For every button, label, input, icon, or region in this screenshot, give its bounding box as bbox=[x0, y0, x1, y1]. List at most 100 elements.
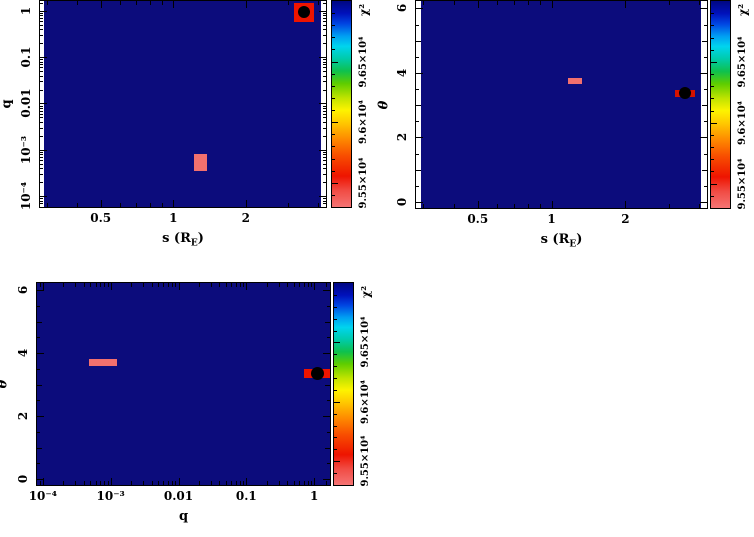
x-axis-tick bbox=[478, 201, 479, 208]
x-axis-tick bbox=[528, 204, 529, 208]
colorbar-tick bbox=[334, 319, 337, 320]
y-axis-tick bbox=[40, 21, 43, 22]
y-axis-tick bbox=[40, 64, 43, 65]
y-axis-tick bbox=[37, 463, 40, 464]
x-axis-tick bbox=[172, 283, 173, 287]
colorbar-tick bbox=[334, 331, 337, 332]
y-axis-tick bbox=[323, 43, 326, 44]
x-axis-tick bbox=[143, 283, 144, 287]
y-axis-tick-label: 1 bbox=[19, 6, 33, 16]
colorbar-tick bbox=[332, 13, 335, 14]
y-axis-tick bbox=[323, 15, 326, 16]
y-axis-tick bbox=[40, 182, 43, 183]
x-axis-tick bbox=[111, 478, 112, 485]
no-data-margin-right bbox=[701, 1, 707, 208]
x-axis-tick bbox=[625, 1, 626, 8]
x-axis-tick bbox=[168, 283, 169, 287]
colorbar-tick bbox=[711, 147, 714, 148]
x-axis-tick bbox=[136, 1, 137, 5]
x-axis-tick bbox=[243, 283, 244, 287]
x-axis-tick bbox=[669, 204, 670, 208]
y-axis-tick bbox=[704, 89, 707, 90]
x-axis-tick bbox=[158, 283, 159, 287]
y-axis-tick bbox=[40, 196, 47, 197]
no-data-margin-right bbox=[321, 1, 326, 207]
x-axis-tick bbox=[75, 481, 76, 485]
colorbar-tick-label: 9.55×10⁴ bbox=[737, 158, 748, 210]
y-axis-tick bbox=[416, 121, 419, 122]
y-axis-tick-label: 0 bbox=[16, 474, 30, 484]
x-axis-tick bbox=[236, 283, 237, 287]
x-axis-tick bbox=[514, 204, 515, 208]
colorbar-tick bbox=[711, 86, 714, 87]
y-axis-tick bbox=[37, 416, 44, 417]
y-axis-tick bbox=[40, 160, 43, 161]
x-axis-tick bbox=[552, 1, 553, 8]
y-axis-tick bbox=[323, 479, 330, 480]
y-axis-tick bbox=[37, 369, 40, 370]
colorbar-tick bbox=[711, 62, 717, 63]
y-axis-tick bbox=[40, 62, 43, 63]
colorbar-tick bbox=[332, 159, 335, 160]
y-axis-tick bbox=[323, 59, 326, 60]
x-axis-tick bbox=[299, 481, 300, 485]
y-axis-tick-label: 6 bbox=[16, 286, 30, 295]
x-axis-tick bbox=[75, 283, 76, 287]
y-axis-tick bbox=[40, 59, 43, 60]
y-axis-tick-label: 0.1 bbox=[19, 46, 33, 68]
y-axis-tick bbox=[40, 111, 43, 112]
x-axis-tick bbox=[304, 481, 305, 485]
y-axis-tick bbox=[416, 8, 423, 9]
y-axis-tick bbox=[325, 448, 330, 449]
x-axis-tick bbox=[143, 481, 144, 485]
x-axis-tick bbox=[168, 481, 169, 485]
x-axis-tick bbox=[311, 283, 312, 287]
y-axis-tick bbox=[323, 76, 326, 77]
y-axis-tick bbox=[325, 322, 330, 323]
y-axis-tick bbox=[327, 463, 330, 464]
colorbar-tick bbox=[334, 366, 337, 367]
x-axis-tick bbox=[231, 481, 232, 485]
y-axis-title: θ bbox=[0, 380, 11, 389]
x-axis-tick bbox=[96, 481, 97, 485]
y-axis-tick bbox=[37, 337, 40, 338]
no-data-margin-left bbox=[416, 1, 421, 208]
x-axis-tick bbox=[108, 481, 109, 485]
colorbar-tick bbox=[711, 25, 714, 26]
colorbar-tick bbox=[332, 49, 335, 50]
x-axis-tick bbox=[108, 283, 109, 287]
y-axis-tick bbox=[700, 202, 707, 203]
x-axis-tick bbox=[236, 481, 237, 485]
y-axis-tick bbox=[323, 160, 326, 161]
y-axis-tick-label: 4 bbox=[395, 68, 409, 78]
colorbar-tick-label: 9.6×10⁴ bbox=[360, 379, 371, 424]
y-axis-tick bbox=[327, 306, 330, 307]
x-axis-tick bbox=[288, 1, 289, 5]
x-axis-tick bbox=[152, 283, 153, 287]
y-axis-tick bbox=[323, 136, 326, 137]
y-axis-tick bbox=[323, 203, 326, 204]
x-axis-tick bbox=[423, 204, 424, 208]
x-axis-tick bbox=[226, 283, 227, 287]
y-axis-tick bbox=[416, 89, 419, 90]
x-axis-tick bbox=[314, 478, 315, 485]
x-axis-tick bbox=[47, 203, 48, 207]
y-axis-tick bbox=[700, 137, 707, 138]
colorbar-tick bbox=[332, 110, 335, 111]
y-axis-tick bbox=[319, 11, 326, 12]
y-axis-tick bbox=[40, 81, 43, 82]
x-axis-tick bbox=[100, 283, 101, 287]
y-axis-tick-label: 6 bbox=[395, 4, 409, 13]
y-axis-tick bbox=[40, 174, 43, 175]
x-axis-tick bbox=[175, 481, 176, 485]
colorbar-tick bbox=[711, 74, 714, 75]
y-axis-tick bbox=[40, 203, 43, 204]
colorbar-tick bbox=[711, 123, 717, 124]
y-axis-tick bbox=[40, 114, 43, 115]
y-axis-tick bbox=[40, 152, 43, 153]
y-axis-tick bbox=[40, 198, 43, 199]
y-axis-tick bbox=[327, 400, 330, 401]
y-axis-tick bbox=[416, 154, 419, 155]
heatmap-plot-area bbox=[36, 282, 331, 486]
x-axis-tick bbox=[699, 204, 700, 208]
